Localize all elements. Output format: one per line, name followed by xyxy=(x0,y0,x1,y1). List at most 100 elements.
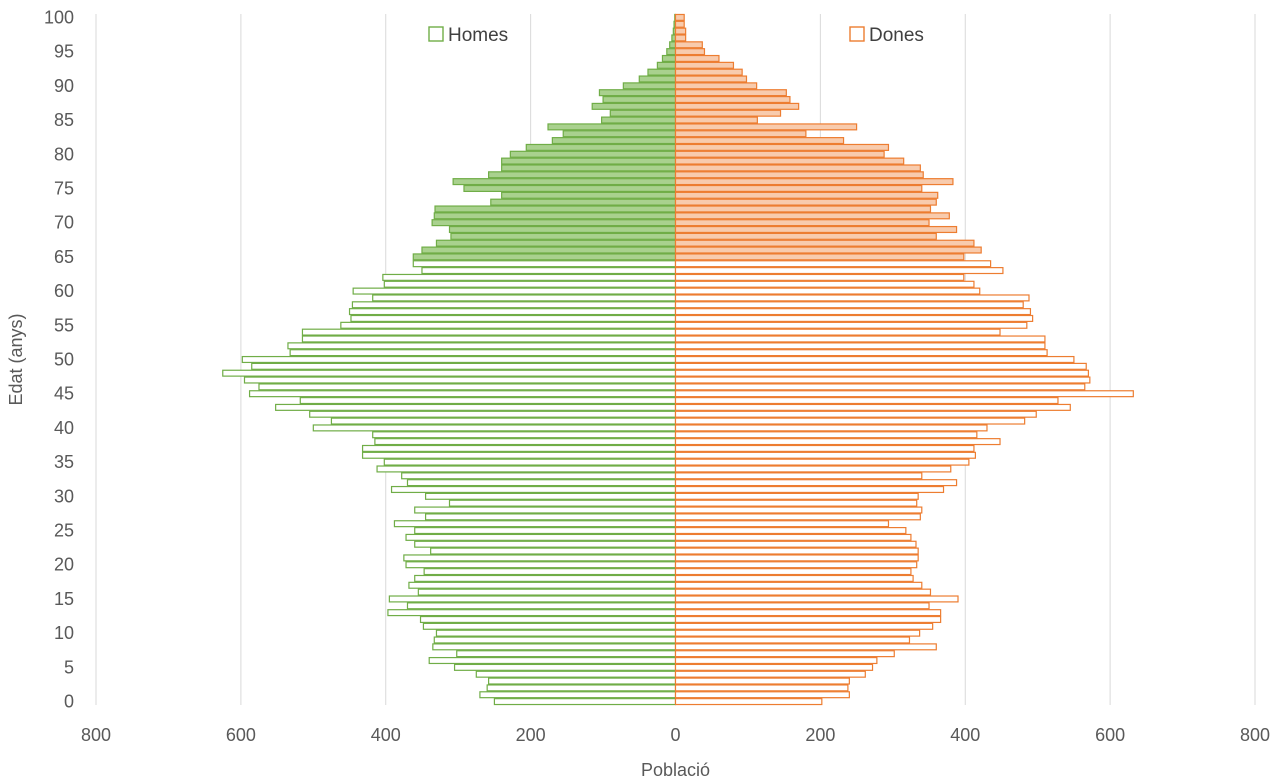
bar-dones-age-46 xyxy=(674,383,1086,391)
bar-dones-age-56 xyxy=(674,314,1034,322)
bar-homes-age-50 xyxy=(241,355,677,364)
bar-homes-age-23 xyxy=(414,540,677,548)
y-tick-label: 0 xyxy=(64,692,74,712)
bar-homes-age-53 xyxy=(301,335,677,343)
bar-dones-age-95 xyxy=(674,48,706,56)
bar-dones-age-61 xyxy=(674,280,975,288)
y-tick-label: 10 xyxy=(54,623,74,643)
bar-dones-age-0 xyxy=(674,698,823,706)
bar-homes-age-48 xyxy=(222,369,677,377)
bar-homes-age-65 xyxy=(412,253,677,261)
bar-dones-age-90 xyxy=(674,82,758,90)
x-tick-label: 200 xyxy=(516,725,546,745)
y-tick-label: 100 xyxy=(44,7,74,27)
bar-dones-age-74 xyxy=(674,191,939,199)
bar-homes-age-80 xyxy=(509,150,677,158)
y-tick-label: 40 xyxy=(54,418,74,438)
bar-homes-age-33 xyxy=(401,472,677,480)
bar-homes-age-22 xyxy=(430,547,677,555)
bar-homes-age-62 xyxy=(382,273,677,281)
bar-dones-age-24 xyxy=(674,533,912,541)
bar-dones-age-29 xyxy=(674,499,918,507)
bar-homes-age-11 xyxy=(422,622,677,630)
bar-homes-age-45 xyxy=(248,390,677,398)
bar-dones-age-62 xyxy=(674,273,965,281)
bar-homes-age-91 xyxy=(638,75,677,83)
bar-homes-age-27 xyxy=(424,513,677,521)
bar-dones-age-16 xyxy=(674,588,932,596)
y-tick-label: 90 xyxy=(54,76,74,96)
bar-dones-age-22 xyxy=(674,547,919,555)
bar-homes-age-29 xyxy=(448,499,677,507)
bar-dones-age-34 xyxy=(674,465,952,473)
bar-dones-age-66 xyxy=(674,246,982,254)
bar-homes-age-40 xyxy=(312,424,677,432)
x-axis-tick-labels: 800 600 400 200 0 200 400 600 800 xyxy=(81,725,1270,745)
y-tick-label: 50 xyxy=(54,350,74,370)
bar-dones-age-80 xyxy=(674,150,885,158)
bar-dones-age-36 xyxy=(674,451,976,459)
bar-homes-age-67 xyxy=(435,239,677,247)
bar-homes-age-36 xyxy=(361,451,677,459)
bar-dones-age-31 xyxy=(674,485,945,494)
bar-homes-age-49 xyxy=(251,362,677,370)
bar-dones-age-8 xyxy=(674,643,937,651)
legend-swatch-dones xyxy=(849,26,865,42)
bar-dones-age-21 xyxy=(674,554,919,562)
bar-dones-age-42 xyxy=(674,410,1037,418)
x-tick-label: 800 xyxy=(81,725,111,745)
bar-dones-age-96 xyxy=(674,41,703,49)
bar-dones-age-40 xyxy=(674,424,988,432)
bar-homes-age-59 xyxy=(372,294,677,302)
y-axis-title: Edat (anys) xyxy=(6,313,26,405)
bar-dones-age-6 xyxy=(674,656,878,665)
x-tick-label: 600 xyxy=(226,725,256,745)
bar-homes-age-95 xyxy=(666,48,677,56)
bar-homes-age-86 xyxy=(609,109,677,117)
bar-dones-age-76 xyxy=(674,178,954,186)
bar-homes-age-83 xyxy=(562,130,677,138)
bar-dones-age-15 xyxy=(674,595,959,603)
bar-dones-age-70 xyxy=(674,219,930,227)
bar-homes-age-6 xyxy=(428,656,677,665)
bar-dones-age-27 xyxy=(674,513,921,521)
bar-homes-age-46 xyxy=(258,383,677,391)
bar-dones-age-83 xyxy=(674,130,807,138)
bar-homes-age-92 xyxy=(647,68,677,76)
bar-homes-age-38 xyxy=(374,438,677,446)
legend-item-dones: Dones xyxy=(849,25,924,46)
bar-dones-age-99 xyxy=(674,20,685,28)
bar-dones-age-14 xyxy=(674,602,930,610)
y-tick-label: 30 xyxy=(54,486,74,506)
bar-dones-age-2 xyxy=(674,684,849,692)
bar-homes-age-63 xyxy=(421,267,677,275)
bar-dones-age-23 xyxy=(674,540,917,548)
bar-homes-age-54 xyxy=(301,328,677,336)
bar-dones-age-37 xyxy=(674,444,975,452)
x-tick-label: 0 xyxy=(670,725,680,745)
bar-homes-age-70 xyxy=(431,219,677,227)
bar-dones-age-48 xyxy=(674,369,1089,377)
y-tick-label: 70 xyxy=(54,213,74,233)
x-tick-label: 200 xyxy=(805,725,835,745)
bar-homes-age-93 xyxy=(656,61,677,69)
bars xyxy=(222,13,1134,706)
bar-dones-age-7 xyxy=(674,650,895,658)
bar-homes-age-72 xyxy=(434,205,677,213)
bar-homes-age-66 xyxy=(421,246,677,254)
bar-dones-age-72 xyxy=(674,205,932,213)
bar-dones-age-3 xyxy=(674,677,850,685)
bar-homes-age-81 xyxy=(525,143,677,151)
bar-dones-age-49 xyxy=(674,362,1087,370)
bar-dones-age-64 xyxy=(674,260,992,268)
y-tick-label: 20 xyxy=(54,555,74,575)
bar-dones-age-51 xyxy=(674,349,1048,357)
bar-homes-age-57 xyxy=(348,308,677,316)
bar-homes-age-43 xyxy=(275,403,677,411)
bar-homes-age-55 xyxy=(340,321,677,329)
y-tick-label: 80 xyxy=(54,144,74,164)
bar-dones-age-13 xyxy=(674,609,942,617)
y-tick-label: 95 xyxy=(54,42,74,62)
x-tick-label: 600 xyxy=(1095,725,1125,745)
bar-homes-age-25 xyxy=(414,526,677,535)
